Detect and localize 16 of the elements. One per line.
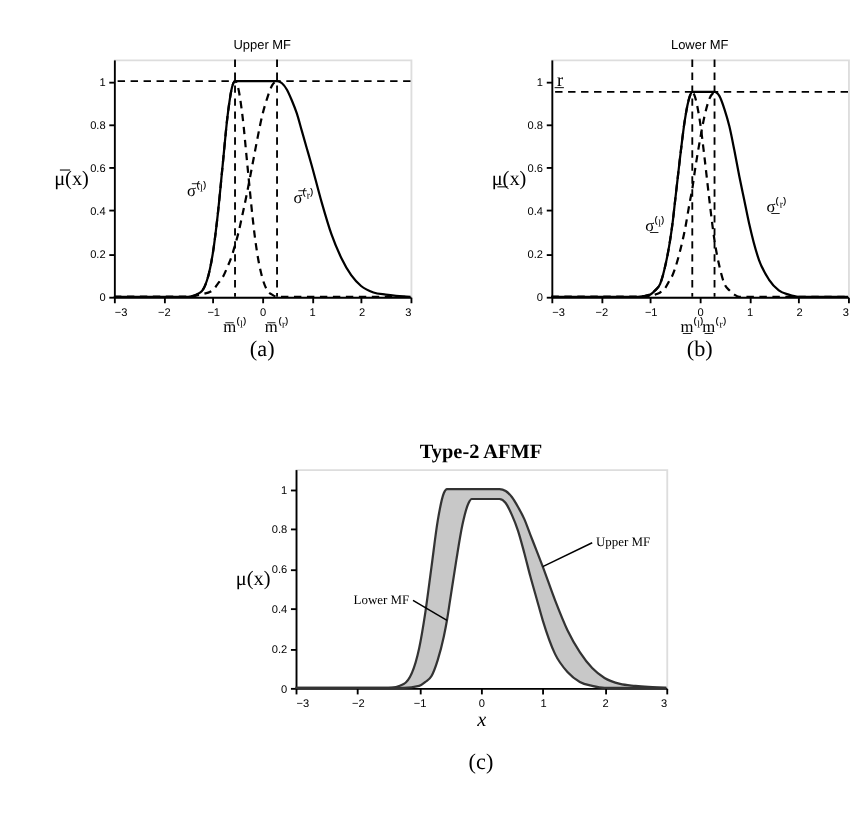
x-axis-title: x (475, 709, 488, 732)
annotation: σ̅⁽ˡ⁾ (187, 179, 207, 200)
text: (b) (686, 338, 714, 363)
text: (a) (249, 338, 276, 363)
annotation: m̅⁽ˡ⁾ (223, 316, 247, 336)
y-axis-title: μ̲(x) (491, 168, 527, 191)
chart-title: Type-2 AFMF (419, 442, 543, 465)
ref-line-label: r̲ (553, 72, 566, 93)
y-axis-title: μ(x) (235, 569, 271, 592)
annotation: σ̲⁽ʳ⁾ (766, 196, 788, 217)
annotation: m̲⁽ʳ⁾ (702, 316, 727, 336)
text: (c) (468, 751, 494, 776)
y-axis-title: μ̅(x) (54, 168, 89, 191)
annotation: σ̲⁽ˡ⁾ (645, 215, 666, 236)
annotation: σ̅⁽ʳ⁾ (293, 186, 315, 207)
annotation: m̅⁽ʳ⁾ (264, 316, 290, 336)
